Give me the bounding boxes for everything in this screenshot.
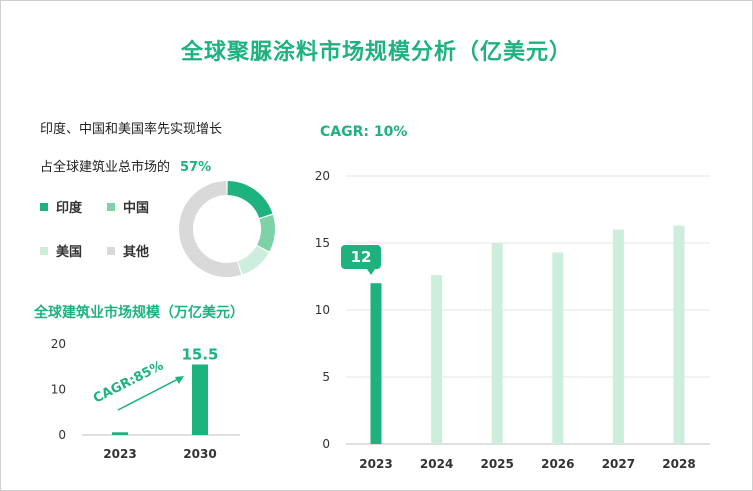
legend-label: 其他	[123, 245, 150, 260]
growth-arrow-head	[175, 376, 184, 384]
main-cagr-label: CAGR: 10%	[320, 124, 408, 140]
y-tick-label: 20	[51, 337, 66, 351]
legend-item-china: 中国	[107, 197, 149, 216]
y-tick-label: 5	[322, 370, 330, 384]
cagr-annotation: CAGR:85%	[91, 358, 166, 406]
y-tick-label: 0	[58, 428, 66, 442]
y-tick-label: 10	[315, 303, 330, 317]
legend-item-india: 印度	[40, 197, 82, 216]
legend-item-usa: 美国	[40, 241, 82, 260]
bar-2023	[370, 283, 382, 444]
donut-slice-美国	[237, 245, 269, 275]
y-tick-label: 10	[51, 383, 66, 397]
legend-swatch	[40, 246, 48, 255]
callout-box	[341, 245, 381, 269]
donut-slice-印度	[227, 181, 273, 219]
share-donut-chart	[179, 181, 275, 277]
donut-slice-其他	[179, 181, 242, 277]
sub-chart-title: 全球建筑业市场规模（万亿美元）	[34, 305, 244, 321]
page-title: 全球聚脲涂料市场规模分析（亿美元）	[180, 40, 572, 65]
x-tick-label: 2023	[103, 447, 136, 461]
share-value: 57%	[180, 160, 212, 175]
bar-2028	[673, 225, 685, 444]
bar-2027	[612, 229, 624, 444]
bar-2026	[552, 252, 564, 444]
x-tick-label: 2027	[602, 457, 635, 471]
polyurea-market-bar-chart: 0 5 10 15 20 2023 2024 2025 2026 2027 2028 12	[315, 169, 710, 471]
data-label: 15.5	[181, 345, 218, 363]
legend-swatch	[107, 246, 115, 255]
x-tick-label: 2023	[359, 457, 392, 471]
legend-item-other: 其他	[107, 241, 149, 260]
y-tick-label: 15	[315, 236, 330, 250]
x-tick-label: 2024	[420, 457, 453, 471]
x-tick-label: 2028	[662, 457, 695, 471]
callout-pointer	[367, 269, 375, 275]
growth-arrow-line	[117, 377, 181, 411]
x-tick-label: 2030	[183, 447, 216, 461]
share-description: 占全球建筑业总市场的 57%	[40, 156, 211, 175]
construction-market-bar-chart: 0 10 20 2023 2030 15.5 CAGR:85%	[51, 337, 240, 461]
legend-label: 美国	[56, 245, 83, 260]
bar-2025	[491, 243, 503, 444]
bar-2030	[192, 364, 208, 435]
bar-2023	[112, 432, 128, 435]
bar-2024	[431, 275, 443, 444]
x-tick-label: 2025	[480, 457, 513, 471]
legend-swatch	[40, 202, 48, 211]
growth-description: 印度、中国和美国率先实现增长	[40, 122, 223, 137]
legend-label: 中国	[123, 201, 150, 216]
y-tick-label: 0	[322, 437, 330, 451]
share-label: 占全球建筑业总市场的	[40, 160, 171, 175]
data-label: 12	[351, 248, 372, 266]
donut-slice-中国	[256, 214, 275, 252]
legend-swatch	[107, 202, 115, 211]
legend-label: 印度	[56, 201, 83, 216]
x-tick-label: 2026	[541, 457, 574, 471]
y-tick-label: 20	[315, 169, 330, 183]
